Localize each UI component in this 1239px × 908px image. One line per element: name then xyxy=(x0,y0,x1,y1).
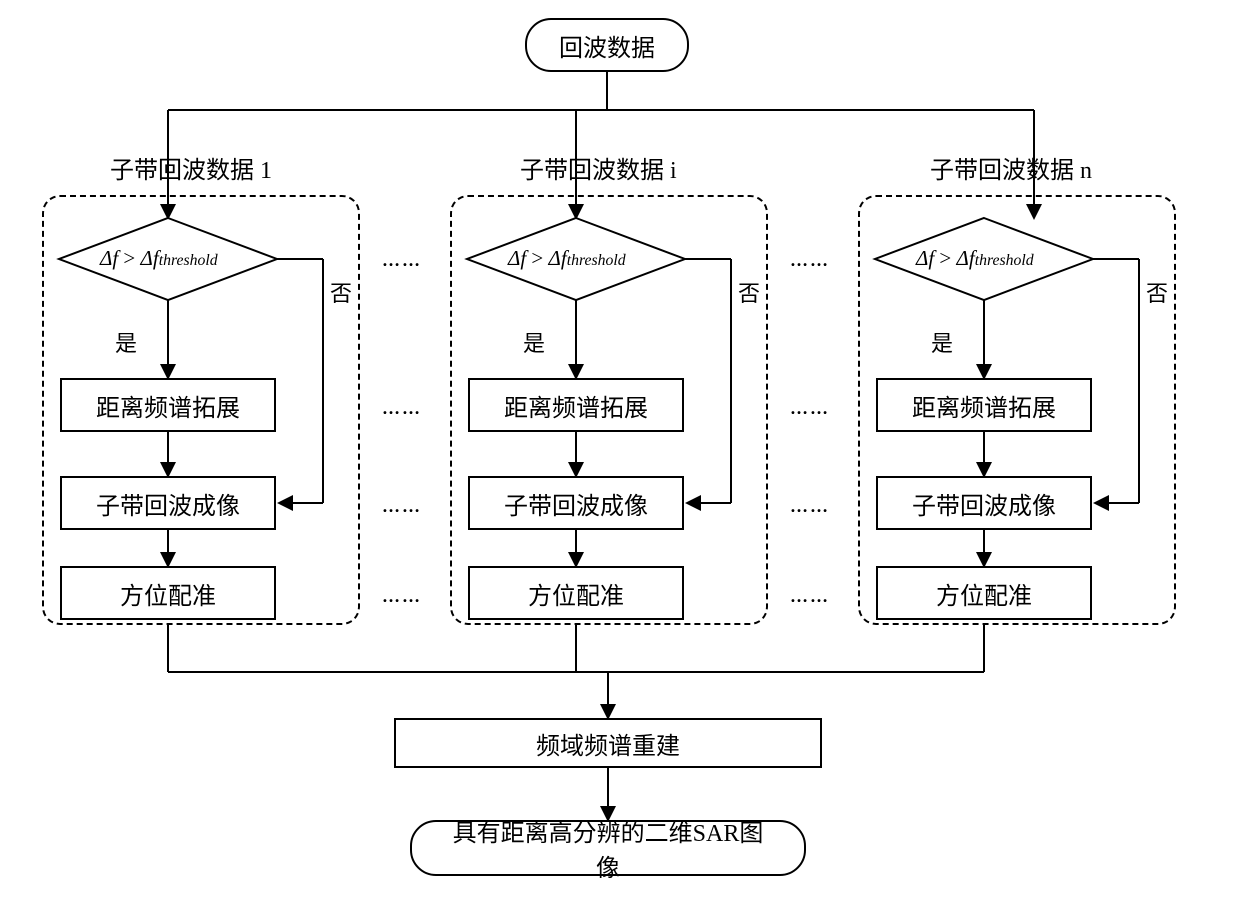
decision-expr-i: Δf > Δfthreshold xyxy=(508,246,626,271)
dots-s3-1: …… xyxy=(382,586,422,607)
yes-1: 是 xyxy=(115,326,137,358)
merge-label: 频域频谱重建 xyxy=(536,726,680,761)
flowchart-canvas: 回波数据 子带回波数据 1 子带回波数据 i 子带回波数据 n Δf > Δft… xyxy=(0,0,1239,908)
b1-step2: 子带回波成像 xyxy=(60,476,276,530)
bi-step3-label: 方位配准 xyxy=(528,576,624,611)
yes-n: 是 xyxy=(931,326,953,358)
bi-step2-label: 子带回波成像 xyxy=(504,486,648,521)
end-label: 具有距离高分辨的二维SAR图像 xyxy=(444,813,772,883)
bn-step1-label: 距离频谱拓展 xyxy=(912,388,1056,423)
dots-s1-2: …… xyxy=(790,398,830,419)
b1-step1: 距离频谱拓展 xyxy=(60,378,276,432)
b1-step1-label: 距离频谱拓展 xyxy=(96,388,240,423)
bi-step2: 子带回波成像 xyxy=(468,476,684,530)
branch-label-n: 子带回波数据 n xyxy=(930,150,1092,185)
decision-expr-1: Δf > Δfthreshold xyxy=(100,246,218,271)
dots-s1-1: …… xyxy=(382,398,422,419)
decision-expr-n: Δf > Δfthreshold xyxy=(916,246,1034,271)
branch-label-i: 子带回波数据 i xyxy=(520,150,677,185)
no-1: 否 xyxy=(330,276,352,308)
yes-i: 是 xyxy=(523,326,545,358)
start-node: 回波数据 xyxy=(525,18,689,72)
bn-step2: 子带回波成像 xyxy=(876,476,1092,530)
b1-step2-label: 子带回波成像 xyxy=(96,486,240,521)
branch-label-1: 子带回波数据 1 xyxy=(110,150,272,185)
dots-s3-2: …… xyxy=(790,586,830,607)
bi-step1-label: 距离频谱拓展 xyxy=(504,388,648,423)
dots-s2-2: …… xyxy=(790,496,830,517)
dots-top-1: …… xyxy=(382,250,422,271)
start-label: 回波数据 xyxy=(559,28,655,63)
bn-step1: 距离频谱拓展 xyxy=(876,378,1092,432)
b1-step3: 方位配准 xyxy=(60,566,276,620)
no-i: 否 xyxy=(738,276,760,308)
bn-step3-label: 方位配准 xyxy=(936,576,1032,611)
dots-s2-1: …… xyxy=(382,496,422,517)
merge-node: 频域频谱重建 xyxy=(394,718,822,768)
b1-step3-label: 方位配准 xyxy=(120,576,216,611)
bn-step2-label: 子带回波成像 xyxy=(912,486,1056,521)
dots-top-2: …… xyxy=(790,250,830,271)
end-node: 具有距离高分辨的二维SAR图像 xyxy=(410,820,806,876)
bi-step1: 距离频谱拓展 xyxy=(468,378,684,432)
no-n: 否 xyxy=(1146,276,1168,308)
bn-step3: 方位配准 xyxy=(876,566,1092,620)
bi-step3: 方位配准 xyxy=(468,566,684,620)
